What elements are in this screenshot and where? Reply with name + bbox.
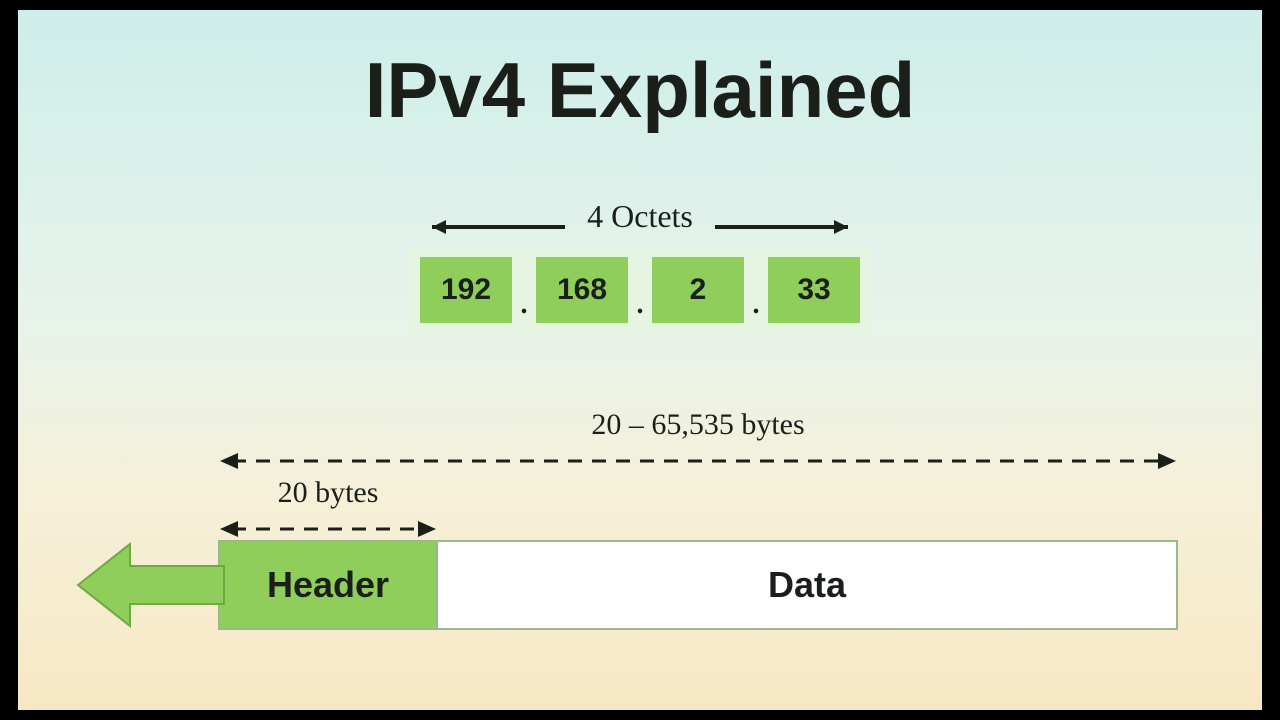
header-size-label: 20 bytes <box>218 476 438 510</box>
octet-3: 2 <box>652 257 744 323</box>
header-size-arrow <box>218 518 438 540</box>
diagram-frame: IPv4 Explained 4 Octets 192 . 168 . 2 . … <box>18 10 1262 710</box>
dot-separator: . <box>512 289 536 323</box>
packet-header-box: Header <box>218 540 438 630</box>
total-size-arrow <box>218 450 1178 472</box>
page-title: IPv4 Explained <box>18 45 1262 136</box>
ip-address-octets: 192 . 168 . 2 . 33 <box>408 247 872 333</box>
octet-1: 192 <box>420 257 512 323</box>
packet-structure: Header Data <box>218 540 1178 630</box>
direction-arrow-icon <box>76 538 226 632</box>
total-size-label: 20 – 65,535 bytes <box>218 408 1178 442</box>
octet-4: 33 <box>768 257 860 323</box>
octets-count-label: 4 Octets <box>18 198 1262 235</box>
dot-separator: . <box>628 289 652 323</box>
packet-data-box: Data <box>438 540 1178 630</box>
dot-separator: . <box>744 289 768 323</box>
octet-2: 168 <box>536 257 628 323</box>
